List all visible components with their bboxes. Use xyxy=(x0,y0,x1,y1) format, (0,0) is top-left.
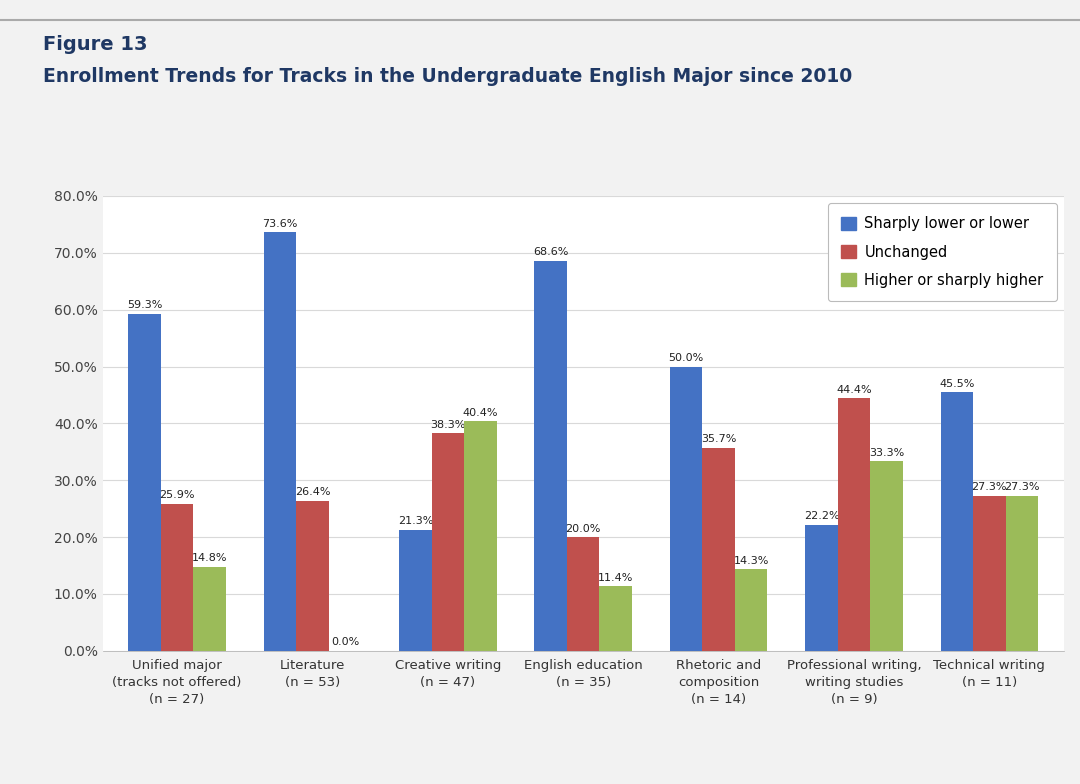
Text: 11.4%: 11.4% xyxy=(598,572,633,583)
Bar xyxy=(129,314,161,651)
Bar xyxy=(941,392,973,651)
Text: 38.3%: 38.3% xyxy=(430,419,465,430)
Text: 27.3%: 27.3% xyxy=(972,482,1007,492)
Bar xyxy=(535,261,567,651)
Text: 25.9%: 25.9% xyxy=(160,490,194,500)
Bar xyxy=(599,586,632,651)
Text: 45.5%: 45.5% xyxy=(940,379,974,389)
Bar xyxy=(296,501,328,651)
Text: 68.6%: 68.6% xyxy=(534,248,568,257)
Bar xyxy=(806,524,838,651)
Text: 14.3%: 14.3% xyxy=(733,556,769,566)
Text: 44.4%: 44.4% xyxy=(836,385,872,395)
Text: 0.0%: 0.0% xyxy=(330,637,359,648)
Text: 14.8%: 14.8% xyxy=(192,554,227,563)
Bar xyxy=(264,232,296,651)
Legend: Sharply lower or lower, Unchanged, Higher or sharply higher: Sharply lower or lower, Unchanged, Highe… xyxy=(827,203,1056,301)
Text: 50.0%: 50.0% xyxy=(669,353,704,363)
Text: 20.0%: 20.0% xyxy=(566,524,600,534)
Text: 35.7%: 35.7% xyxy=(701,434,737,445)
Text: 21.3%: 21.3% xyxy=(397,516,433,526)
Text: 40.4%: 40.4% xyxy=(462,408,498,418)
Bar xyxy=(670,367,702,651)
Text: 22.2%: 22.2% xyxy=(804,511,839,521)
Bar xyxy=(193,567,226,651)
Bar xyxy=(838,398,870,651)
Bar xyxy=(973,495,1005,651)
Bar xyxy=(161,503,193,651)
Bar xyxy=(1005,495,1038,651)
Bar xyxy=(870,462,903,651)
Bar xyxy=(464,421,497,651)
Bar xyxy=(702,448,734,651)
Text: 27.3%: 27.3% xyxy=(1004,482,1040,492)
Bar xyxy=(432,433,464,651)
Text: Enrollment Trends for Tracks in the Undergraduate English Major since 2010: Enrollment Trends for Tracks in the Unde… xyxy=(43,67,852,85)
Text: 73.6%: 73.6% xyxy=(262,219,298,229)
Text: 33.3%: 33.3% xyxy=(868,448,904,458)
Text: 59.3%: 59.3% xyxy=(126,300,162,310)
Text: Figure 13: Figure 13 xyxy=(43,35,148,54)
Text: 26.4%: 26.4% xyxy=(295,487,330,497)
Bar xyxy=(734,569,767,651)
Bar xyxy=(567,537,599,651)
Bar xyxy=(400,530,432,651)
